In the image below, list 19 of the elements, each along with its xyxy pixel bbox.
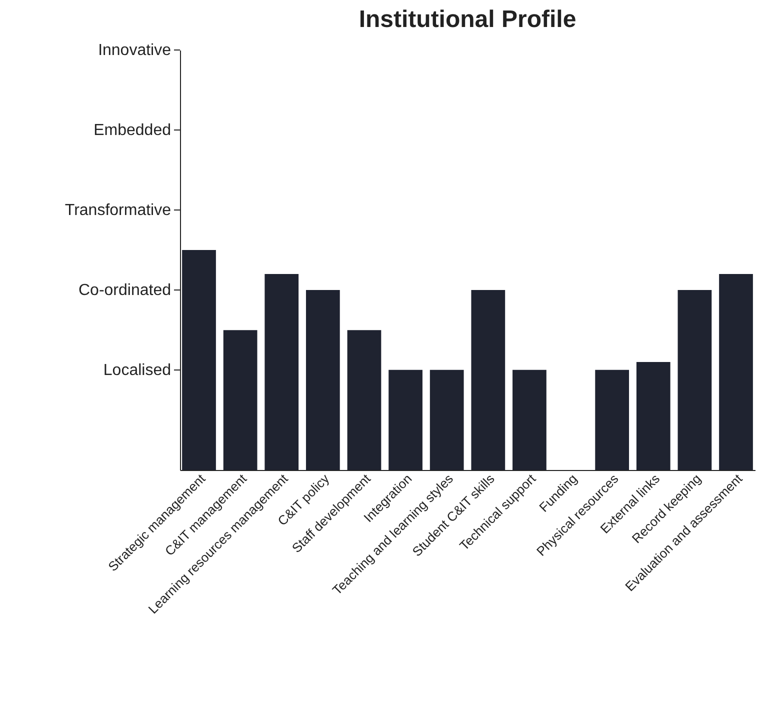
text: Transformative <box>64 202 172 219</box>
bar <box>595 370 630 470</box>
text: Embedded <box>94 122 171 139</box>
bar <box>347 330 382 470</box>
bar <box>719 274 753 470</box>
bar <box>182 250 216 470</box>
text: Co-ordinated <box>78 282 171 299</box>
bar <box>388 370 422 470</box>
bar <box>471 290 506 470</box>
chart-title: Institutional Profile <box>358 6 576 33</box>
bar <box>636 362 670 470</box>
bar <box>223 330 258 470</box>
bar <box>512 370 546 470</box>
bar <box>430 370 464 470</box>
text: Localised <box>103 362 171 379</box>
bar <box>264 274 299 470</box>
bar <box>306 290 340 470</box>
bar <box>678 290 712 470</box>
text: Innovative <box>98 42 172 59</box>
